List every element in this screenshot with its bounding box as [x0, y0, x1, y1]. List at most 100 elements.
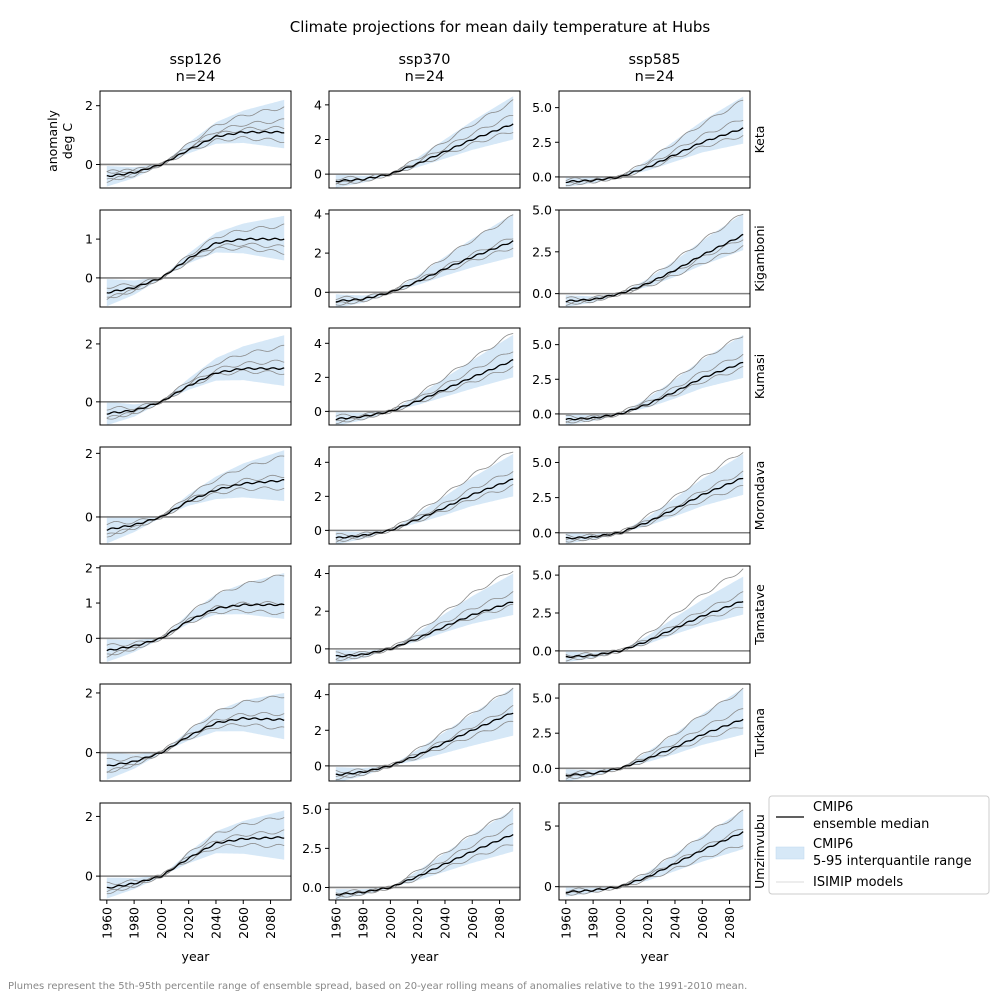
median-line-kumasi-ssp370	[335, 358, 514, 421]
model-line-kigamboni-ssp370-1	[335, 214, 514, 306]
model-line-morondava-ssp370-3	[335, 484, 514, 542]
plot-area-kumasi-ssp370	[329, 333, 520, 425]
xtick-label-ssp370-2000: 2000	[383, 907, 398, 939]
ytick-label-kumasi-ssp585-2: 5.0	[532, 337, 552, 352]
hub-label-tamatave: Tamatave	[752, 584, 767, 646]
ytick-label-tamatave-ssp126-0: 0	[85, 631, 93, 646]
model-line-tamatave-ssp126-1	[106, 574, 285, 658]
legend-median-line2: ensemble median	[813, 817, 929, 832]
median-line-kigamboni-ssp126	[106, 237, 285, 294]
ytick-label-kumasi-ssp585-0: 0.0	[532, 406, 552, 421]
panel-tamatave-ssp126: 0 1 2	[85, 560, 292, 664]
median-line-tamatave-ssp126	[106, 603, 285, 652]
ytick-label-tamatave-ssp126-2: 2	[85, 560, 93, 575]
ytick-label-umzimvubu-ssp126-1: 2	[85, 809, 93, 824]
panel-keta-ssp126: 02	[85, 90, 292, 189]
model-line-keta-ssp585-1	[565, 99, 744, 186]
xtick-label-ssp126-1980: 1980	[127, 907, 142, 939]
panel-morondava-ssp585: 0.0 2.5 5.0 Morondava	[532, 446, 767, 545]
xtick-label-ssp585-2020: 2020	[640, 907, 655, 939]
model-line-tamatave-ssp126-3	[106, 608, 285, 656]
panel-kigamboni-ssp370: 0 2 4	[314, 206, 521, 308]
median-line-kumasi-ssp126	[106, 367, 285, 415]
panel-frame-tamatave-ssp585	[558, 565, 751, 664]
model-line-tamatave-ssp585-1	[565, 568, 744, 660]
ytick-label-morondava-ssp585-2: 5.0	[532, 455, 552, 470]
ytick-label-kumasi-ssp126-0: 0	[85, 394, 93, 409]
plot-area-kumasi-ssp126	[100, 335, 291, 425]
band-tamatave-ssp585	[565, 576, 744, 663]
plot-area-umzimvubu-ssp370	[329, 807, 520, 900]
band-keta-ssp126	[106, 99, 285, 187]
ytick-label-kumasi-ssp370-1: 2	[314, 370, 322, 385]
plot-area-morondava-ssp126	[100, 450, 291, 544]
ytick-label-tamatave-ssp585-0: 0.0	[532, 643, 552, 658]
legend-models-label: ISIMIP models	[813, 875, 903, 890]
panel-frame-kigamboni-ssp585	[558, 209, 751, 308]
panel-kumasi-ssp585: 0.0 2.5 5.0 Kumasi	[532, 327, 767, 426]
scenario-title-ssp585: ssp585	[629, 52, 681, 68]
model-line-keta-ssp126-2	[106, 118, 285, 174]
ytick-label-keta-ssp126-0: 0	[85, 157, 93, 172]
scenario-count-ssp370: n=24	[405, 69, 445, 85]
ytick-label-kigamboni-ssp370-2: 4	[314, 206, 322, 221]
median-line-keta-ssp585	[565, 127, 744, 184]
ytick-label-morondava-ssp370-2: 4	[314, 455, 322, 470]
ytick-label-tamatave-ssp370-1: 2	[314, 604, 322, 619]
model-line-morondava-ssp126-2	[106, 474, 285, 525]
hub-label-kumasi: Kumasi	[752, 354, 767, 399]
panel-umzimvubu-ssp370: 0.0 2.5 5.0 1960 1980 2000 2020 2040 2060 2080 yea…	[302, 802, 521, 964]
panel-frame-morondava-ssp126	[99, 446, 292, 545]
panel-frame-keta-ssp126	[99, 90, 292, 189]
panel-frame-umzimvubu-ssp585	[558, 802, 751, 901]
ytick-label-umzimvubu-ssp126-0: 0	[85, 869, 93, 884]
model-line-morondava-ssp126-3	[106, 486, 285, 535]
ytick-label-tamatave-ssp126-1: 1	[85, 596, 93, 611]
ytick-label-turkana-ssp585-2: 5.0	[532, 691, 552, 706]
panel-frame-morondava-ssp585	[558, 446, 751, 545]
plot-area-umzimvubu-ssp585	[559, 809, 750, 897]
median-line-turkana-ssp370	[335, 712, 514, 776]
xtick-label-ssp585-2080: 2080	[722, 907, 737, 939]
panel-umzimvubu-ssp585: 0 5 Umzimvubu 1960 1980 2000 2020 2040 2060 2080 y…	[544, 802, 767, 964]
hub-label-morondava: Morondava	[752, 461, 767, 531]
median-line-turkana-ssp126	[106, 716, 285, 767]
xtick-label-ssp370-1960: 1960	[328, 907, 343, 939]
y-axis-label-line1: anomanly	[45, 109, 60, 171]
model-line-kigamboni-ssp585-3	[565, 245, 744, 305]
panel-frame-kigamboni-ssp126	[99, 209, 292, 308]
ytick-label-kumasi-ssp126-1: 2	[85, 336, 93, 351]
panel-frame-keta-ssp585	[558, 90, 751, 189]
xtick-label-ssp370-2080: 2080	[492, 907, 507, 939]
median-line-turkana-ssp585	[565, 718, 744, 777]
ytick-label-umzimvubu-ssp585-0: 0	[544, 879, 552, 894]
band-turkana-ssp370	[335, 687, 514, 781]
xtick-label-ssp126-2000: 2000	[154, 907, 169, 939]
ytick-label-umzimvubu-ssp370-0: 0.0	[302, 880, 322, 895]
ytick-label-keta-ssp370-0: 0	[314, 167, 322, 182]
model-line-morondava-ssp585-1	[565, 452, 744, 542]
scenario-count-ssp585: n=24	[635, 69, 675, 85]
ytick-label-kumasi-ssp370-0: 0	[314, 404, 322, 419]
legend-band-line2: 5-95 interquantile range	[813, 854, 972, 869]
ytick-label-kigamboni-ssp126-0: 0	[85, 270, 93, 285]
xtick-label-ssp370-1980: 1980	[356, 907, 371, 939]
ytick-label-kumasi-ssp370-2: 4	[314, 336, 322, 351]
panel-keta-ssp370: 0 2 4	[314, 90, 521, 189]
panel-turkana-ssp370: 0 2 4	[314, 683, 521, 782]
panel-frame-kumasi-ssp370	[328, 327, 521, 426]
model-line-umzimvubu-ssp585-1	[565, 809, 744, 896]
panel-kumasi-ssp126: 02	[85, 327, 292, 426]
model-line-turkana-ssp370-3	[335, 720, 514, 781]
model-line-keta-ssp126-3	[106, 125, 285, 183]
xtick-label-ssp370-2020: 2020	[410, 907, 425, 939]
model-line-morondava-ssp585-3	[565, 485, 744, 543]
band-tamatave-ssp126	[106, 573, 285, 662]
ytick-label-morondava-ssp126-1: 2	[85, 446, 93, 461]
plot-area-turkana-ssp126	[100, 693, 291, 780]
ytick-label-kigamboni-ssp370-1: 2	[314, 246, 322, 261]
model-line-morondava-ssp585-2	[565, 470, 744, 539]
xtick-label-ssp126-2060: 2060	[236, 907, 251, 939]
ytick-label-morondava-ssp126-0: 0	[85, 509, 93, 524]
